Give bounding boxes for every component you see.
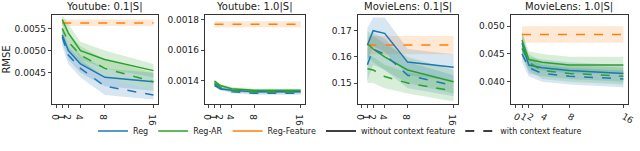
svg-text:Youtube: 0.1|S|: Youtube: 0.1|S| <box>66 1 143 13</box>
svg-text:Reg: Reg <box>133 127 148 136</box>
svg-text:8: 8 <box>401 114 411 120</box>
svg-text:Reg-AR: Reg-AR <box>193 127 222 136</box>
svg-text:0.0016: 0.0016 <box>167 45 199 55</box>
svg-text:Reg-Feature: Reg-Feature <box>268 127 316 136</box>
svg-text:0.15: 0.15 <box>332 78 352 88</box>
svg-text:0.050: 0.050 <box>479 21 505 31</box>
svg-text:MovieLens: 0.1|S|: MovieLens: 0.1|S| <box>364 1 452 13</box>
svg-text:0.0018: 0.0018 <box>167 15 199 25</box>
svg-text:2: 2 <box>526 111 536 123</box>
svg-text:16: 16 <box>147 114 157 126</box>
svg-text:4: 4 <box>378 114 388 120</box>
svg-text:8: 8 <box>98 114 108 120</box>
svg-text:16: 16 <box>620 111 635 126</box>
svg-text:0.0014: 0.0014 <box>167 76 199 86</box>
svg-text:1: 1 <box>56 114 66 120</box>
svg-text:without context feature: without context feature <box>361 127 455 136</box>
svg-text:0: 0 <box>202 114 212 120</box>
svg-text:0.16: 0.16 <box>332 52 352 62</box>
svg-text:0.0045: 0.0045 <box>15 68 47 78</box>
svg-text:0: 0 <box>512 111 522 123</box>
svg-text:1: 1 <box>208 114 218 120</box>
svg-text:with context feature: with context feature <box>500 127 581 136</box>
svg-text:RMSE: RMSE <box>1 45 12 73</box>
svg-text:0.0050: 0.0050 <box>15 46 47 56</box>
svg-text:MovieLens: 1.0|S|: MovieLens: 1.0|S| <box>525 1 613 13</box>
svg-text:0: 0 <box>355 114 365 120</box>
svg-text:4: 4 <box>74 114 84 120</box>
svg-text:0.17: 0.17 <box>332 26 352 36</box>
svg-text:0.040: 0.040 <box>479 77 505 87</box>
svg-text:Youtube: 1.0|S|: Youtube: 1.0|S| <box>216 1 293 13</box>
svg-text:16: 16 <box>294 114 304 126</box>
svg-text:8: 8 <box>248 114 258 120</box>
svg-text:1: 1 <box>361 114 371 120</box>
svg-text:0.045: 0.045 <box>479 49 505 59</box>
svg-text:0.0055: 0.0055 <box>15 24 47 34</box>
svg-text:2: 2 <box>367 114 377 120</box>
svg-text:2: 2 <box>214 114 224 120</box>
svg-text:1: 1 <box>519 111 529 123</box>
svg-text:16: 16 <box>447 114 457 126</box>
svg-text:4: 4 <box>225 114 235 120</box>
svg-text:0: 0 <box>50 114 60 120</box>
svg-text:4: 4 <box>539 111 549 123</box>
svg-text:8: 8 <box>566 111 576 123</box>
svg-text:2: 2 <box>62 114 72 120</box>
